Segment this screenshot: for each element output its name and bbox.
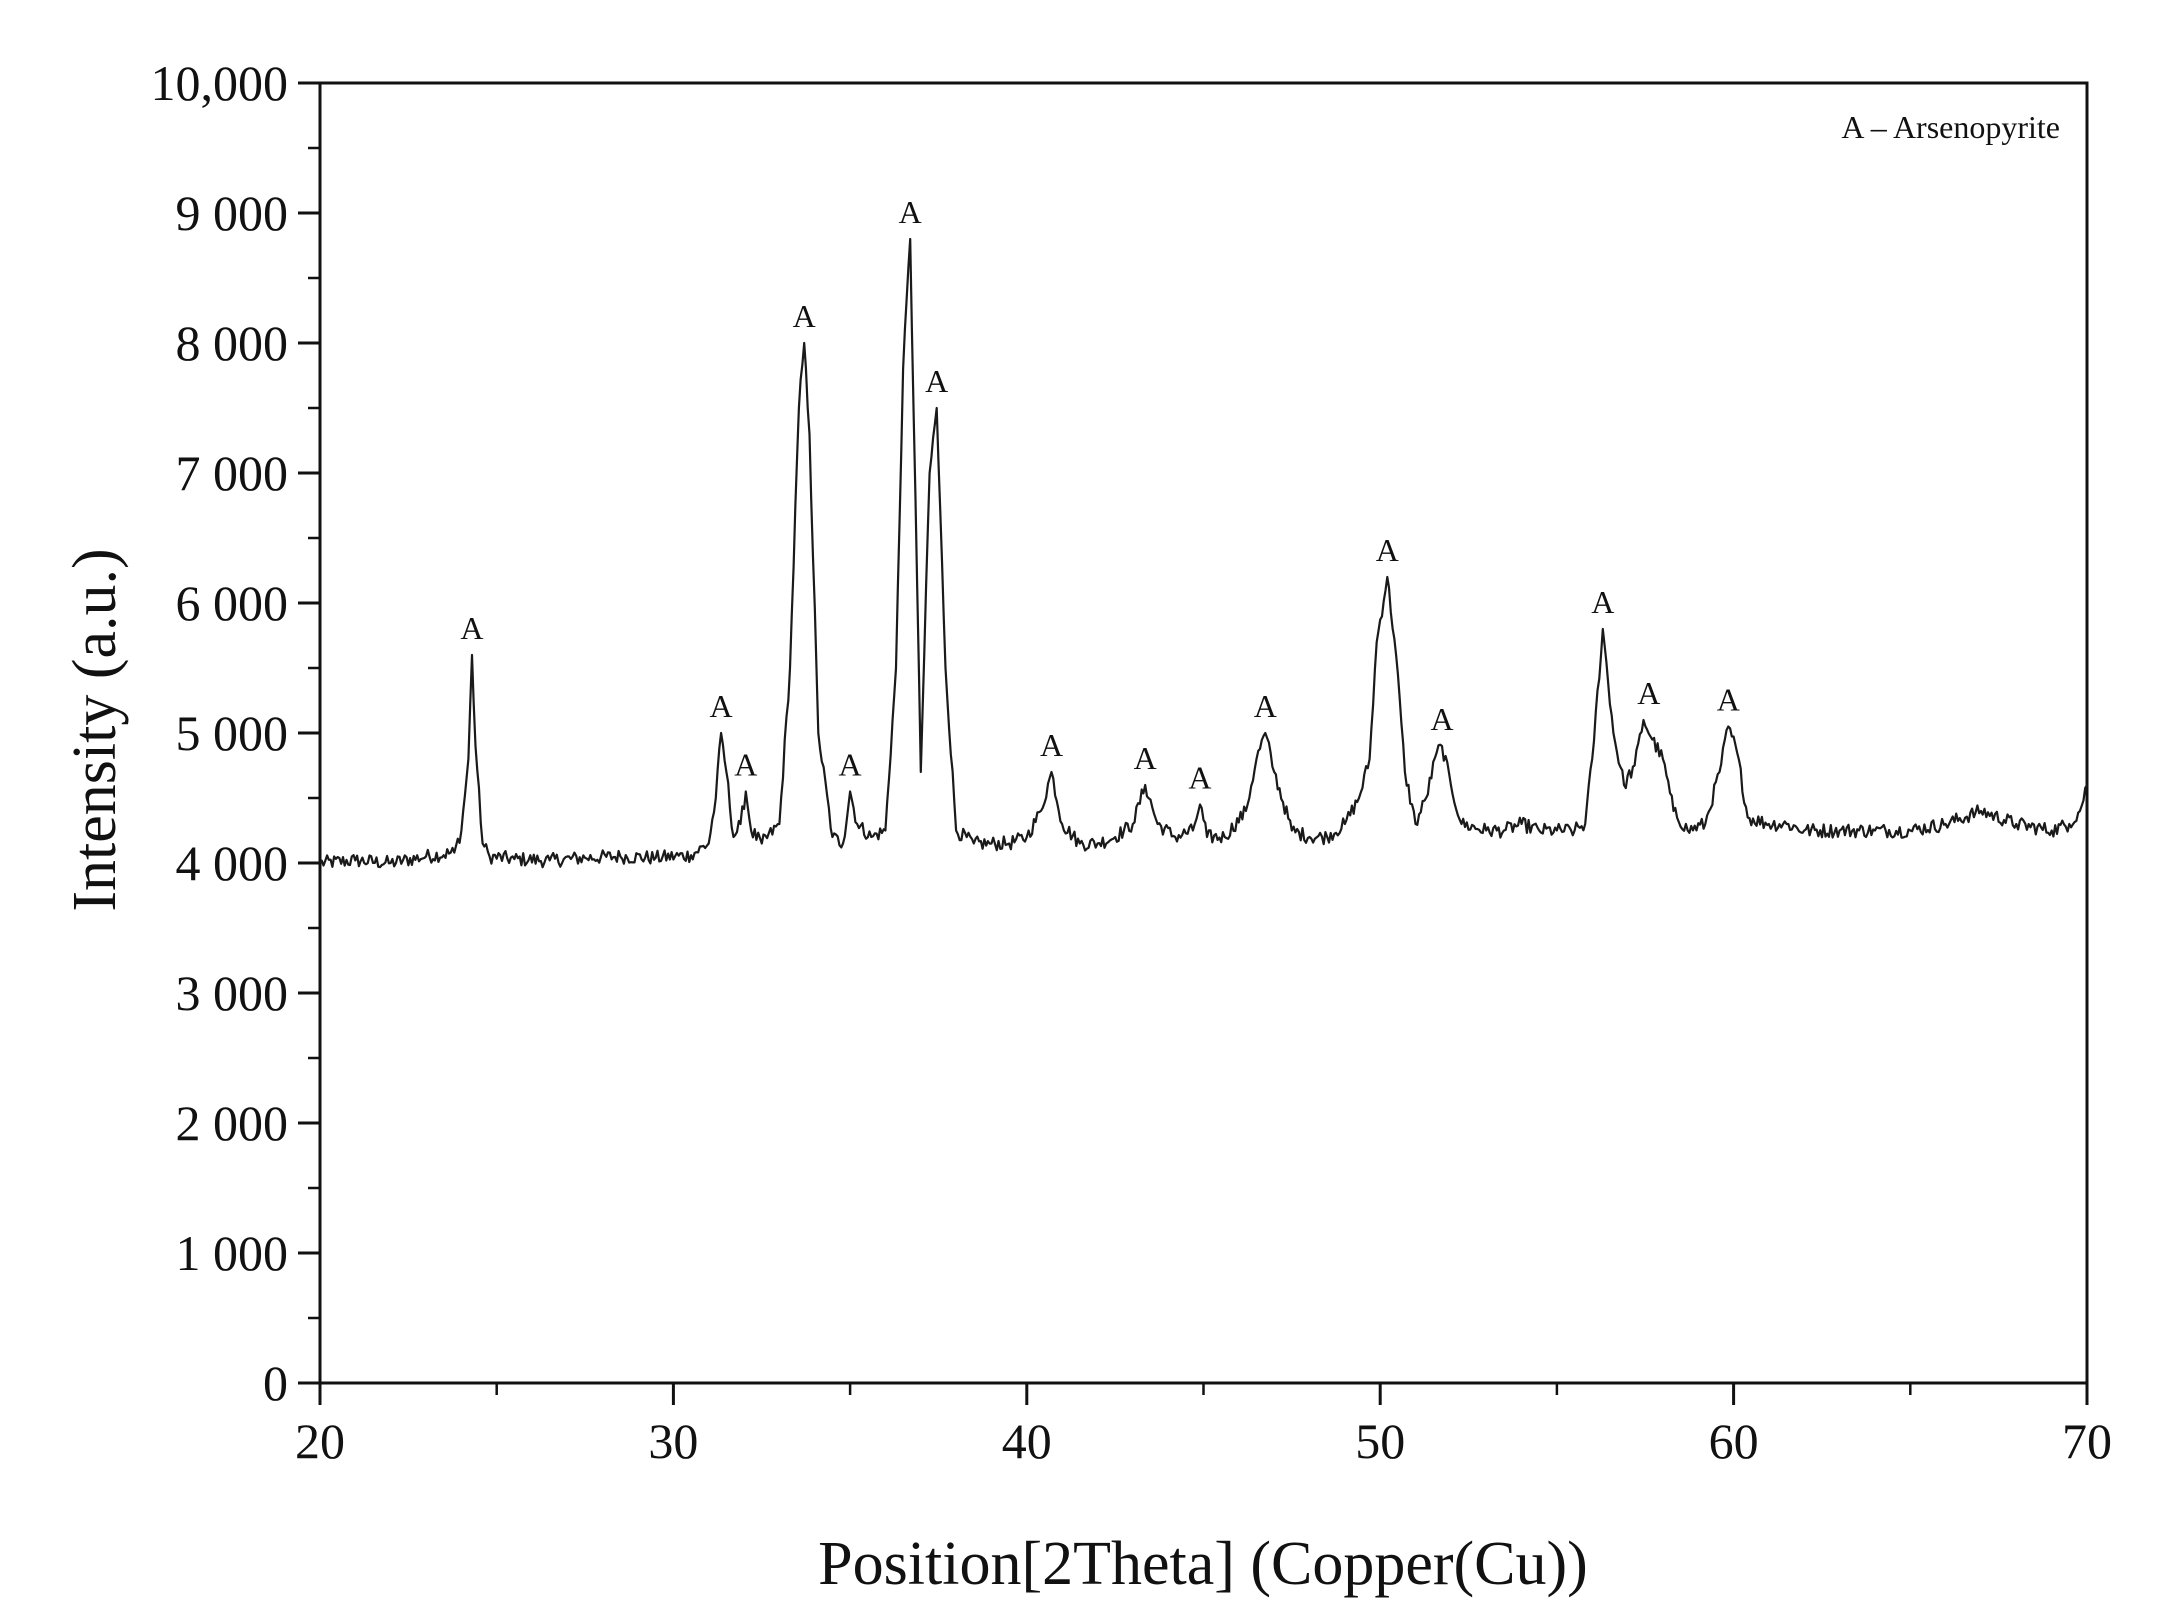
y-axis-ticks: 0 1 000 2 000 3 000 4 000 5 000 6 000 7 000 8 00… xyxy=(151,55,320,1411)
peak-label: A xyxy=(1188,760,1211,796)
x-axis-title: Position[2Theta] (Copper(Cu)) xyxy=(818,1530,1588,1598)
peak-label: A xyxy=(1134,740,1157,776)
x-tick-label: 70 xyxy=(2062,1413,2112,1469)
y-axis-title: Intensity (a.u.) xyxy=(61,548,129,911)
legend-text: A – Arsenopyrite xyxy=(1841,109,2060,145)
x-tick-label: 40 xyxy=(1002,1413,1052,1469)
y-tick-label: 6 000 xyxy=(176,575,289,631)
peak-label: A xyxy=(734,747,757,783)
diffraction-pattern-line xyxy=(319,237,2088,869)
peak-label: A xyxy=(1040,727,1063,763)
peak-label: A xyxy=(899,194,922,230)
peak-label: A xyxy=(460,610,483,646)
plot-frame xyxy=(318,81,2089,1385)
peak-label: A xyxy=(925,363,948,399)
y-tick-label: 1 000 xyxy=(176,1225,289,1281)
y-tick-label: 4 000 xyxy=(176,835,289,891)
x-tick-label: 50 xyxy=(1355,1413,1405,1469)
x-tick-label: 60 xyxy=(1709,1413,1759,1469)
y-tick-label: 3 000 xyxy=(176,965,289,1021)
peak-label: A xyxy=(1637,675,1660,711)
peak-label: A xyxy=(1430,701,1453,737)
y-tick-label: 9 000 xyxy=(176,185,289,241)
x-tick-label: 20 xyxy=(295,1413,345,1469)
y-tick-label: 10,000 xyxy=(151,55,289,111)
y-tick-label: 7 000 xyxy=(176,445,289,501)
peak-label: A xyxy=(710,688,733,724)
peak-label: A xyxy=(839,747,862,783)
peak-label: A xyxy=(793,298,816,334)
y-tick-label: 5 000 xyxy=(176,705,289,761)
peak-label: A xyxy=(1254,688,1277,724)
y-tick-label: 0 xyxy=(263,1355,288,1411)
peak-label: A xyxy=(1376,532,1399,568)
x-axis-ticks: 20 30 40 50 60 70 xyxy=(295,1383,2112,1469)
peak-label: A xyxy=(1591,584,1614,620)
x-tick-label: 30 xyxy=(648,1413,698,1469)
y-tick-label: 2 000 xyxy=(176,1095,289,1151)
peak-label: A xyxy=(1717,682,1740,718)
y-tick-label: 8 000 xyxy=(176,315,289,371)
